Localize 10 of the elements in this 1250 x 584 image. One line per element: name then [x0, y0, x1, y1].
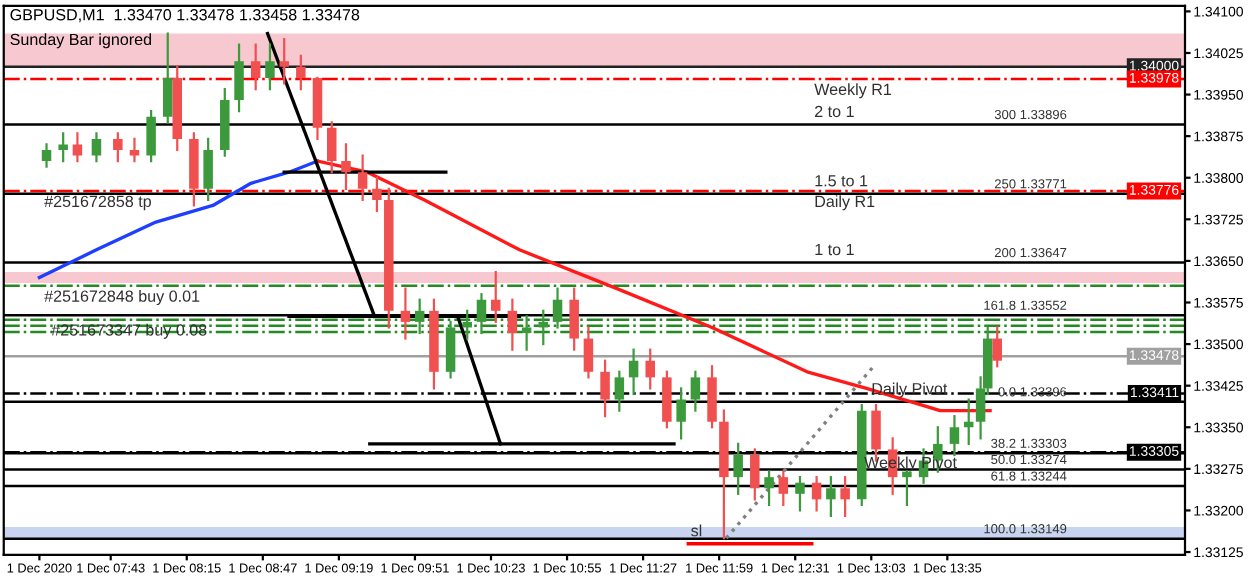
- chart-title: GBPUSD,M1 1.33470 1.33478 1.33458 1.33478: [10, 9, 360, 23]
- annotation: 1.5 to 1: [815, 175, 868, 187]
- annotation: #251672848 buy 0.01: [44, 290, 200, 306]
- annotation: sl: [691, 524, 702, 537]
- annotation: 2 to 1: [815, 105, 854, 118]
- annotation: #251672858 tp: [44, 195, 151, 211]
- annotation: Weekly R1: [814, 83, 892, 99]
- annotation: Daily R1: [815, 195, 875, 211]
- annotation: 1 to 1: [815, 243, 854, 256]
- text: Sunday Bar ignored: [10, 33, 152, 49]
